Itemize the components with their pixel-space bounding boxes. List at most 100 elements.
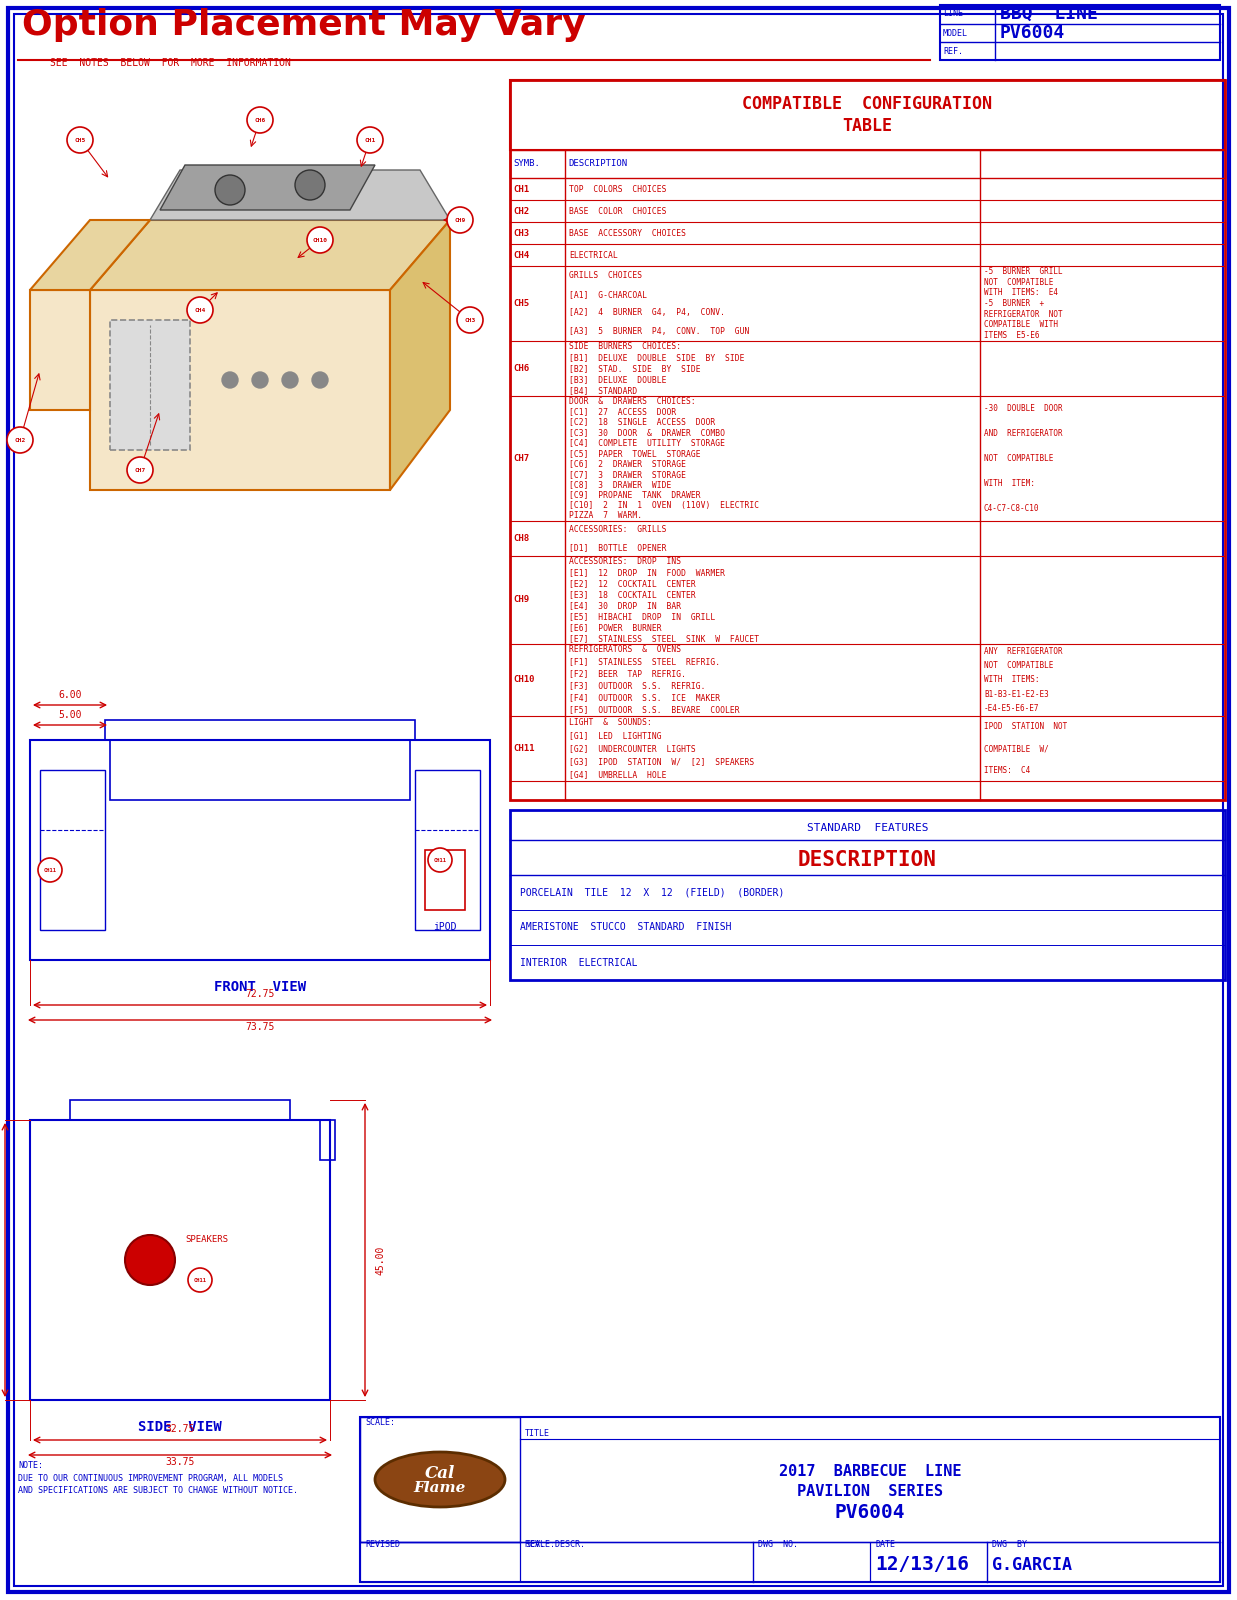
Text: SIDE  VIEW: SIDE VIEW: [139, 1421, 221, 1434]
Text: DESCRIPTION: DESCRIPTION: [568, 160, 627, 168]
Text: CH1: CH1: [365, 138, 376, 142]
Text: CH4: CH4: [513, 251, 529, 259]
Text: BBQ  LINE: BBQ LINE: [999, 5, 1098, 22]
Text: COMPATIBLE  W/: COMPATIBLE W/: [983, 744, 1049, 754]
Text: NOT  COMPATIBLE: NOT COMPATIBLE: [983, 277, 1054, 286]
Bar: [30, 1120, 330, 1400]
Text: CH1: CH1: [513, 184, 529, 194]
Bar: [870, 1542, 1220, 1582]
Text: CH2: CH2: [15, 437, 26, 443]
Text: DATE: DATE: [875, 1539, 896, 1549]
Text: CH8: CH8: [513, 534, 529, 542]
Polygon shape: [160, 165, 375, 210]
Text: IPOD  STATION  NOT: IPOD STATION NOT: [983, 722, 1068, 731]
Text: Flame: Flame: [414, 1480, 466, 1494]
Text: LIGHT  &  SOUNDS:: LIGHT & SOUNDS:: [569, 718, 652, 726]
Text: Cal: Cal: [424, 1466, 455, 1482]
Text: DWG  BY: DWG BY: [992, 1539, 1027, 1549]
Text: CH9: CH9: [513, 595, 529, 605]
Text: ANY  REFRIGERATOR: ANY REFRIGERATOR: [983, 646, 1063, 656]
Bar: [30, 739, 490, 960]
Circle shape: [38, 858, 62, 882]
Text: COMPATIBLE  CONFIGURATION
TABLE: COMPATIBLE CONFIGURATION TABLE: [742, 94, 992, 134]
Text: CH11: CH11: [43, 867, 57, 872]
Bar: [940, 5, 1220, 59]
Text: [A2]  4  BURNER  G4,  P4,  CONV.: [A2] 4 BURNER G4, P4, CONV.: [569, 309, 725, 317]
Text: LINE: LINE: [943, 10, 962, 19]
Bar: [510, 80, 1225, 800]
Text: CH5: CH5: [74, 138, 85, 142]
Bar: [110, 320, 190, 450]
Ellipse shape: [375, 1453, 505, 1507]
Text: DWG  NO.: DWG NO.: [758, 1539, 798, 1549]
Text: [F3]  OUTDOOR  S.S.  REFRIG.: [F3] OUTDOOR S.S. REFRIG.: [569, 682, 705, 691]
Text: GRILLS  CHOICES: GRILLS CHOICES: [569, 270, 642, 280]
Text: PIZZA  7  WARM.: PIZZA 7 WARM.: [569, 512, 642, 520]
Text: -30  DOUBLE  DOOR: -30 DOUBLE DOOR: [983, 403, 1063, 413]
Text: CH3: CH3: [513, 229, 529, 237]
Text: [C10]  2  IN  1  OVEN  (110V)  ELECTRIC: [C10] 2 IN 1 OVEN (110V) ELECTRIC: [569, 501, 760, 510]
Text: [D1]  BOTTLE  OPENER: [D1] BOTTLE OPENER: [569, 542, 667, 552]
Text: [G3]  IPOD  STATION  W/  [2]  SPEAKERS: [G3] IPOD STATION W/ [2] SPEAKERS: [569, 757, 755, 766]
Text: [C1]  27  ACCESS  DOOR: [C1] 27 ACCESS DOOR: [569, 406, 677, 416]
Text: REV.  DESCR.: REV. DESCR.: [524, 1539, 585, 1549]
Text: CH4: CH4: [194, 307, 205, 312]
Text: ACCESSORIES:  DROP  INS: ACCESSORIES: DROP INS: [569, 557, 682, 566]
Circle shape: [282, 371, 298, 387]
Text: [A1]  G-CHARCOAL: [A1] G-CHARCOAL: [569, 290, 647, 299]
Bar: [426, 850, 465, 910]
Circle shape: [125, 1235, 174, 1285]
Text: [B4]  STANDARD: [B4] STANDARD: [569, 386, 637, 395]
Text: -5  BURNER  GRILL: -5 BURNER GRILL: [983, 267, 1063, 275]
Circle shape: [247, 107, 273, 133]
Text: [E2]  12  COCKTAIL  CENTER: [E2] 12 COCKTAIL CENTER: [569, 579, 695, 587]
Bar: [510, 150, 1225, 178]
Bar: [360, 1418, 520, 1542]
Text: [A3]  5  BURNER  P4,  CONV.  TOP  GUN: [A3] 5 BURNER P4, CONV. TOP GUN: [569, 326, 750, 336]
Text: [F5]  OUTDOOR  S.S.  BEVARE  COOLER: [F5] OUTDOOR S.S. BEVARE COOLER: [569, 706, 740, 715]
Text: MODEL: MODEL: [943, 29, 969, 37]
Text: Option Placement May Vary: Option Placement May Vary: [22, 8, 585, 42]
Text: CH7: CH7: [513, 454, 529, 462]
Text: WITH  ITEM:: WITH ITEM:: [983, 478, 1035, 488]
Circle shape: [7, 427, 33, 453]
Text: B1-B3-E1-E2-E3: B1-B3-E1-E2-E3: [983, 690, 1049, 699]
Text: [E5]  HIBACHI  DROP  IN  GRILL: [E5] HIBACHI DROP IN GRILL: [569, 611, 715, 621]
Text: G.GARCIA: G.GARCIA: [992, 1555, 1071, 1574]
Text: CH11: CH11: [433, 858, 447, 862]
Text: CH11: CH11: [513, 744, 534, 754]
Text: SYMB.: SYMB.: [513, 160, 539, 168]
Text: DESCRIPTION: DESCRIPTION: [798, 850, 936, 870]
Bar: [520, 1542, 870, 1582]
Text: 72.75: 72.75: [245, 989, 275, 998]
Text: [F4]  OUTDOOR  S.S.  ICE  MAKER: [F4] OUTDOOR S.S. ICE MAKER: [569, 693, 720, 702]
Text: [C6]  2  DRAWER  STORAGE: [C6] 2 DRAWER STORAGE: [569, 459, 687, 469]
Circle shape: [221, 371, 238, 387]
Text: iPOD: iPOD: [433, 922, 456, 931]
Text: -E4-E5-E6-E7: -E4-E5-E6-E7: [983, 704, 1039, 714]
Text: 12/13/16: 12/13/16: [875, 1555, 969, 1574]
Text: WITH  ITEMS:  E4: WITH ITEMS: E4: [983, 288, 1058, 298]
Text: C4-C7-C8-C10: C4-C7-C8-C10: [983, 504, 1039, 514]
Text: REFRIGERATORS  &  OVENS: REFRIGERATORS & OVENS: [569, 645, 682, 654]
Text: 2017  BARBECUE  LINE: 2017 BARBECUE LINE: [779, 1464, 961, 1480]
Bar: [40, 770, 105, 930]
Text: ITEMS:  C4: ITEMS: C4: [983, 766, 1030, 774]
Text: INTERIOR  ELECTRICAL: INTERIOR ELECTRICAL: [520, 957, 637, 968]
Circle shape: [188, 1267, 212, 1293]
Polygon shape: [30, 219, 150, 290]
Text: [E4]  30  DROP  IN  BAR: [E4] 30 DROP IN BAR: [569, 602, 682, 610]
Bar: [105, 720, 414, 739]
Text: 32.75: 32.75: [166, 1424, 194, 1434]
Polygon shape: [390, 219, 450, 490]
Text: [C9]  PROPANE  TANK  DRAWER: [C9] PROPANE TANK DRAWER: [569, 491, 700, 499]
Text: CH11: CH11: [193, 1277, 207, 1283]
Text: [G4]  UMBRELLA  HOLE: [G4] UMBRELLA HOLE: [569, 770, 667, 779]
Text: CH7: CH7: [135, 467, 146, 472]
Circle shape: [456, 307, 482, 333]
Text: PORCELAIN  TILE  12  X  12  (FIELD)  (BORDER): PORCELAIN TILE 12 X 12 (FIELD) (BORDER): [520, 888, 784, 898]
Text: SCALE:: SCALE:: [524, 1539, 555, 1549]
Text: CH2: CH2: [513, 206, 529, 216]
Text: AND  REFRIGERATOR: AND REFRIGERATOR: [983, 429, 1063, 438]
Text: CH5: CH5: [513, 299, 529, 307]
